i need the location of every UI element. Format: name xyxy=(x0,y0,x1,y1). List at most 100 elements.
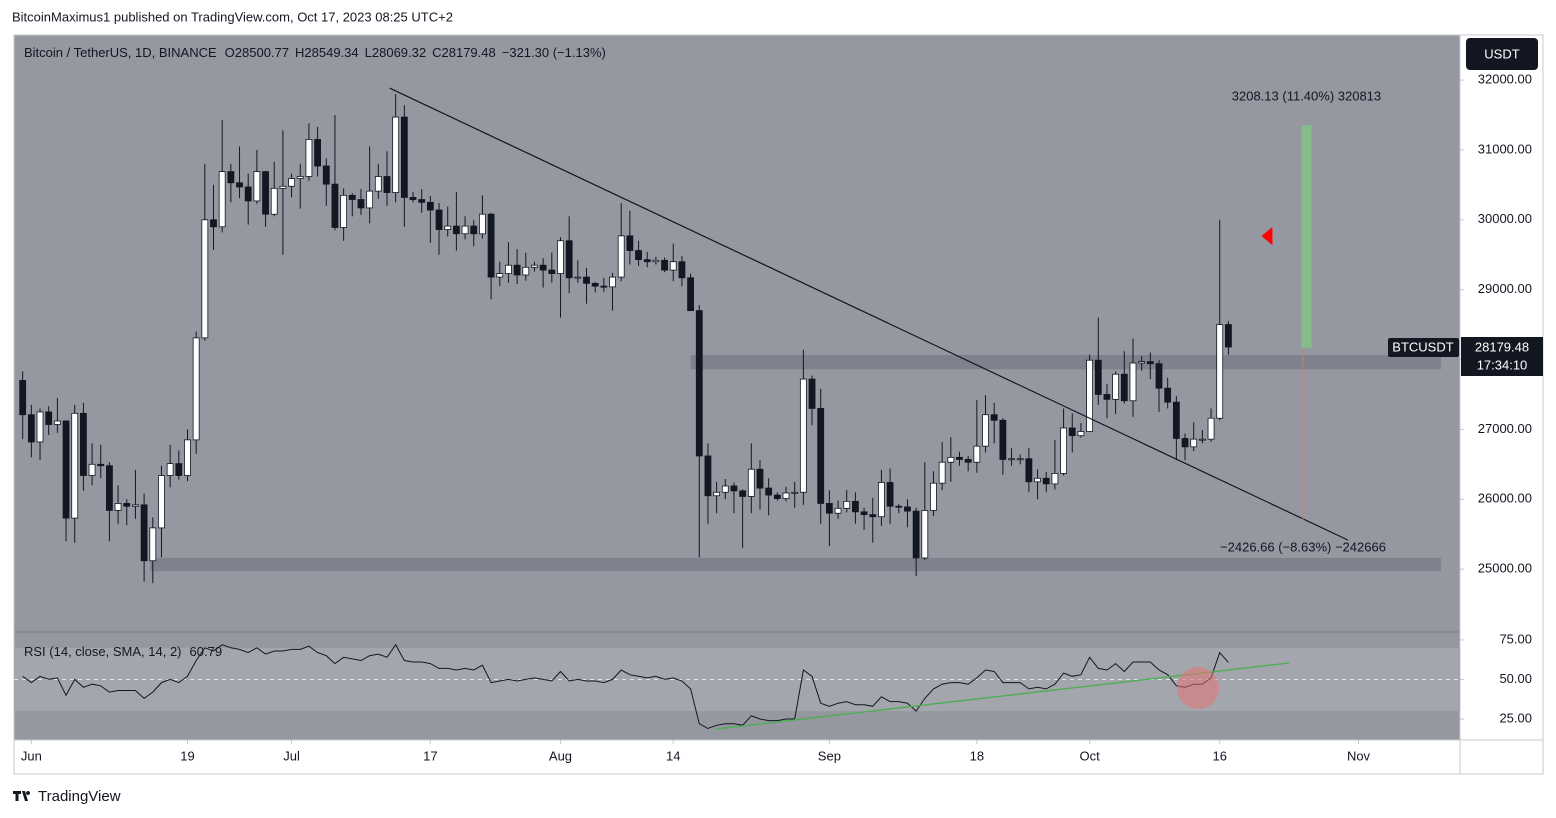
candle-body xyxy=(400,116,408,198)
candle-body xyxy=(869,514,877,518)
candle-body xyxy=(713,491,721,497)
candle-body xyxy=(444,225,452,230)
candle-body xyxy=(1008,458,1015,461)
candle-body xyxy=(635,250,642,261)
arrow xyxy=(1261,227,1273,246)
candle-body xyxy=(505,264,512,274)
legend-title: Bitcoin / TetherUS, 1D, BINANCE xyxy=(24,45,217,60)
rsi-y-tick-label: 75.00 xyxy=(1499,631,1532,646)
candle-body xyxy=(236,182,243,188)
candle-body xyxy=(765,487,773,496)
candle-body xyxy=(175,463,183,476)
legend-l: L xyxy=(365,45,372,60)
zone xyxy=(150,557,1441,572)
candle-body xyxy=(1138,361,1146,364)
candle-body xyxy=(1198,438,1206,441)
candle-body xyxy=(1060,427,1067,474)
measure-up-label: 3208.13 (11.40%) 320813 xyxy=(1232,88,1381,103)
candle-body xyxy=(895,505,903,508)
candle-body xyxy=(374,176,382,192)
candle-body xyxy=(678,261,686,279)
candle-body xyxy=(496,273,504,278)
candle-body xyxy=(1146,361,1154,365)
candle-body xyxy=(1025,458,1033,483)
zone xyxy=(690,354,1441,370)
candle-body xyxy=(452,225,460,235)
candle-body xyxy=(938,461,946,484)
candle-body xyxy=(392,116,400,193)
candle-body xyxy=(296,176,304,179)
candle-body xyxy=(192,337,200,441)
candle-body xyxy=(314,139,321,167)
candle-body xyxy=(617,235,625,278)
candle-body xyxy=(244,186,252,202)
candle-body xyxy=(964,459,972,463)
candle-body xyxy=(409,197,417,200)
candle-body xyxy=(730,485,738,492)
candle-body xyxy=(71,412,79,519)
countdown: 17:34:10 xyxy=(1477,357,1528,372)
candle-body xyxy=(557,240,564,274)
measure-up xyxy=(1301,125,1312,349)
candle-body xyxy=(669,261,677,271)
candle-body xyxy=(1086,359,1094,432)
candle-body xyxy=(62,420,70,519)
candle-body xyxy=(721,485,729,493)
candle-body xyxy=(947,456,955,463)
candle-body xyxy=(253,171,261,202)
candle-body xyxy=(97,463,105,467)
candle-body xyxy=(626,235,634,251)
candle-body xyxy=(218,171,226,228)
logo xyxy=(13,791,31,801)
candle-body xyxy=(106,465,113,511)
rsi-label: RSI (14, close, SMA, 14, 2) xyxy=(24,644,182,659)
candle-body xyxy=(79,412,87,476)
candle-body xyxy=(487,213,495,278)
candle-body xyxy=(930,482,937,511)
candle-body xyxy=(886,482,894,507)
candle-body xyxy=(583,276,590,284)
candle-body xyxy=(470,225,478,235)
candle-body xyxy=(773,494,781,499)
x-tick-label: Nov xyxy=(1347,748,1371,763)
candle-body xyxy=(1190,438,1198,448)
candle-body xyxy=(132,504,139,507)
candle-body xyxy=(782,492,790,499)
legend-change: −321.30 (−1.13%) xyxy=(502,45,606,60)
candle-body xyxy=(426,201,434,211)
rsi-legend: RSI (14, close, SMA, 14, 2) 60.79 xyxy=(24,644,222,659)
price-tag xyxy=(1461,337,1543,376)
candle-body xyxy=(999,419,1007,460)
candle-body xyxy=(140,504,148,562)
candle-body xyxy=(834,507,842,514)
candle-body xyxy=(88,463,96,476)
candle-body xyxy=(739,490,747,497)
candle-body xyxy=(1172,401,1180,439)
candle-body xyxy=(600,285,608,288)
candle-body xyxy=(574,276,582,279)
candle-body xyxy=(322,165,330,185)
candle-body xyxy=(348,194,356,200)
candle-body xyxy=(305,139,313,177)
legend-h: H xyxy=(295,45,304,60)
candle-body xyxy=(1094,359,1102,395)
legend-o: O xyxy=(225,45,235,60)
candle-body xyxy=(843,500,851,509)
candle-body xyxy=(548,269,556,274)
rsi-line xyxy=(22,643,1229,730)
candle-body xyxy=(609,276,616,288)
candle-body xyxy=(852,500,859,513)
x-tick-label: Jun xyxy=(21,748,42,763)
candle-body xyxy=(1034,477,1041,483)
footer: TradingView xyxy=(38,788,121,805)
candle-body xyxy=(27,414,35,443)
candle-body xyxy=(1207,417,1215,440)
candle-body xyxy=(270,187,278,215)
candle-body xyxy=(1216,324,1224,419)
candle-body xyxy=(1129,362,1137,402)
y-tick-label: 30000.00 xyxy=(1478,211,1532,226)
legend-c-value: 28179.48 xyxy=(442,45,496,60)
frame xyxy=(13,34,1544,775)
candle-body xyxy=(53,420,61,425)
x-tick-label: 18 xyxy=(970,748,984,763)
